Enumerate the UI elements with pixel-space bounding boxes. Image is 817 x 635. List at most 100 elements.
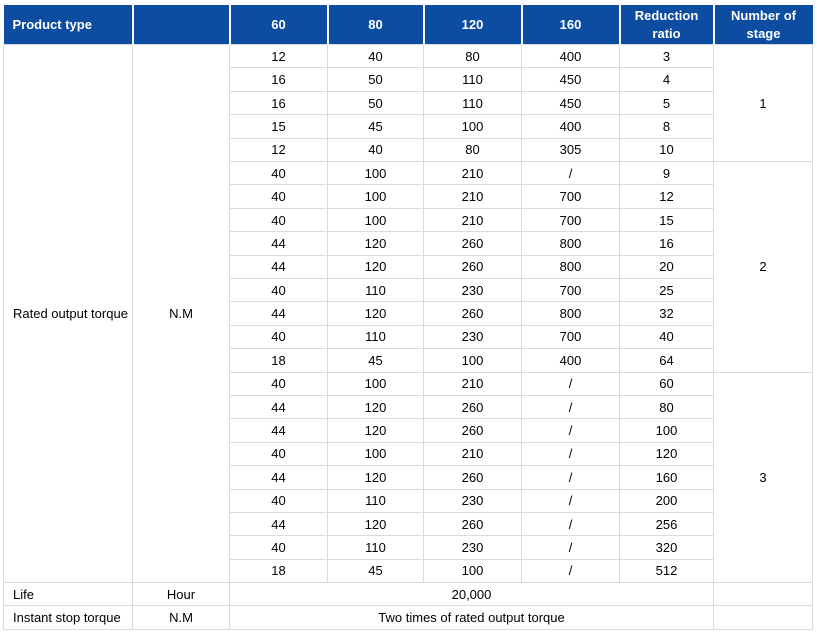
torque-120-cell: 260 bbox=[423, 511, 522, 537]
torque-160-cell: / bbox=[521, 394, 620, 420]
torque-160-cell: / bbox=[521, 511, 620, 537]
torque-160-cell: 305 bbox=[521, 137, 620, 163]
torque-160-cell: 800 bbox=[521, 231, 620, 256]
reduction-ratio-cell: 120 bbox=[619, 441, 714, 467]
life-unit: Hour bbox=[132, 582, 230, 607]
torque-160-cell: / bbox=[521, 161, 620, 186]
reduction-ratio-cell: 160 bbox=[619, 465, 714, 490]
torque-80-cell: 40 bbox=[327, 137, 424, 163]
life-label: Life bbox=[3, 582, 133, 607]
torque-80-cell: 110 bbox=[327, 277, 424, 303]
torque-60-cell: 40 bbox=[229, 324, 328, 350]
torque-120-cell: 110 bbox=[423, 67, 522, 92]
reduction-ratio-cell: 3 bbox=[619, 44, 714, 69]
torque-80-cell: 120 bbox=[327, 231, 424, 256]
torque-120-cell: 230 bbox=[423, 324, 522, 350]
torque-120-cell: 110 bbox=[423, 90, 522, 116]
torque-120-cell: 100 bbox=[423, 348, 522, 373]
torque-120-cell: 260 bbox=[423, 254, 522, 280]
empty-stage-cell bbox=[713, 605, 813, 630]
reduction-ratio-cell: 20 bbox=[619, 254, 714, 280]
spec-row: 44 120 260/100 bbox=[4, 418, 813, 443]
header-size-160: 160 bbox=[521, 5, 621, 45]
spec-row: 40 110 230 700 25 bbox=[4, 277, 813, 303]
torque-80-cell: 120 bbox=[327, 418, 424, 443]
empty-stage-cell bbox=[713, 582, 813, 607]
spec-row: 40 100 210/9 2 bbox=[4, 161, 813, 373]
torque-80-cell: 100 bbox=[327, 184, 424, 209]
header-reduction-ratio: Reduction ratio bbox=[619, 5, 715, 45]
spec-row: 40 100 210/60 3 bbox=[4, 371, 813, 584]
torque-60-cell: 40 bbox=[229, 441, 328, 467]
torque-80-cell: 120 bbox=[327, 511, 424, 537]
torque-60-cell: 44 bbox=[229, 418, 328, 443]
torque-80-cell: 45 bbox=[327, 348, 424, 373]
torque-60-cell: 40 bbox=[229, 535, 328, 560]
reduction-ratio-cell: 4 bbox=[619, 67, 714, 92]
stage-number-cell: 3 bbox=[713, 371, 813, 584]
instant-stop-torque-label: Instant stop torque bbox=[3, 605, 133, 630]
spec-row: 15 45 100 400 8 bbox=[4, 114, 813, 139]
spec-row: 18 45 100 400 64 bbox=[4, 348, 813, 373]
torque-60-cell: 44 bbox=[229, 254, 328, 280]
reduction-ratio-cell: 32 bbox=[619, 301, 714, 326]
spec-row: 40 100 210/120 bbox=[4, 441, 813, 467]
reduction-ratio-cell: 60 bbox=[619, 371, 714, 396]
torque-160-cell: 450 bbox=[521, 67, 620, 92]
spec-row: 12 40 80 305 10 bbox=[4, 137, 813, 163]
reduction-ratio-cell: 320 bbox=[619, 535, 714, 560]
reduction-ratio-cell: 64 bbox=[619, 348, 714, 373]
torque-160-cell: / bbox=[521, 558, 620, 584]
torque-80-cell: 100 bbox=[327, 161, 424, 186]
footer-row: Instant stop torque N.M Two times of rated… bbox=[3, 605, 813, 630]
torque-120-cell: 260 bbox=[423, 418, 522, 443]
torque-80-cell: 120 bbox=[327, 254, 424, 280]
spec-row: 44 120 260/80 bbox=[4, 394, 813, 420]
spec-row: 40 110 230 700 40 bbox=[4, 324, 813, 350]
torque-60-cell: 40 bbox=[229, 488, 328, 513]
torque-80-cell: 100 bbox=[327, 441, 424, 467]
header-size-120: 120 bbox=[423, 5, 523, 45]
reduction-ratio-cell: 25 bbox=[619, 277, 714, 303]
spec-row: 16 50 110 450 4 bbox=[4, 67, 813, 92]
torque-120-cell: 260 bbox=[423, 231, 522, 256]
spec-row: 18 45 100/512 bbox=[4, 558, 813, 584]
torque-160-cell: 400 bbox=[521, 44, 620, 69]
reduction-ratio-cell: 5 bbox=[619, 90, 714, 116]
torque-60-cell: 40 bbox=[229, 207, 328, 233]
reduction-ratio-cell: 100 bbox=[619, 418, 714, 443]
header-size-60: 60 bbox=[229, 5, 329, 45]
spec-row: 44 120 260/256 bbox=[4, 511, 813, 537]
life-value: 20,000 bbox=[229, 582, 714, 607]
torque-60-cell: 44 bbox=[229, 301, 328, 326]
torque-120-cell: 80 bbox=[423, 137, 522, 163]
torque-80-cell: 50 bbox=[327, 90, 424, 116]
torque-160-cell: 400 bbox=[521, 114, 620, 139]
torque-160-cell: / bbox=[521, 465, 620, 490]
torque-80-cell: 110 bbox=[327, 535, 424, 560]
torque-60-cell: 44 bbox=[229, 231, 328, 256]
torque-80-cell: 120 bbox=[327, 465, 424, 490]
torque-60-cell: 40 bbox=[229, 161, 328, 186]
rated-output-torque-label: Rated output torque bbox=[3, 44, 133, 584]
reduction-ratio-cell: 512 bbox=[619, 558, 714, 584]
reduction-ratio-cell: 256 bbox=[619, 511, 714, 537]
rated-output-torque-unit: N.M bbox=[132, 44, 230, 584]
torque-120-cell: 230 bbox=[423, 535, 522, 560]
header-size-80: 80 bbox=[327, 5, 425, 45]
torque-160-cell: 800 bbox=[521, 254, 620, 280]
torque-160-cell: 800 bbox=[521, 301, 620, 326]
torque-80-cell: 110 bbox=[327, 324, 424, 350]
torque-60-cell: 16 bbox=[229, 90, 328, 116]
torque-160-cell: / bbox=[521, 371, 620, 396]
torque-160-cell: 450 bbox=[521, 90, 620, 116]
spec-row: 40 100 210 700 12 bbox=[4, 184, 813, 209]
torque-120-cell: 100 bbox=[423, 558, 522, 584]
spec-row: 44 120 260 800 20 bbox=[4, 254, 813, 280]
torque-80-cell: 45 bbox=[327, 114, 424, 139]
spec-table: Product type 60 80 120 160 Reduction rat… bbox=[3, 5, 813, 630]
spec-row: Rated output torque N.M 12 40 80 400 3 1 bbox=[3, 44, 813, 584]
torque-60-cell: 16 bbox=[229, 67, 328, 92]
reduction-ratio-cell: 40 bbox=[619, 324, 714, 350]
header-product-type: Product type bbox=[3, 5, 134, 45]
